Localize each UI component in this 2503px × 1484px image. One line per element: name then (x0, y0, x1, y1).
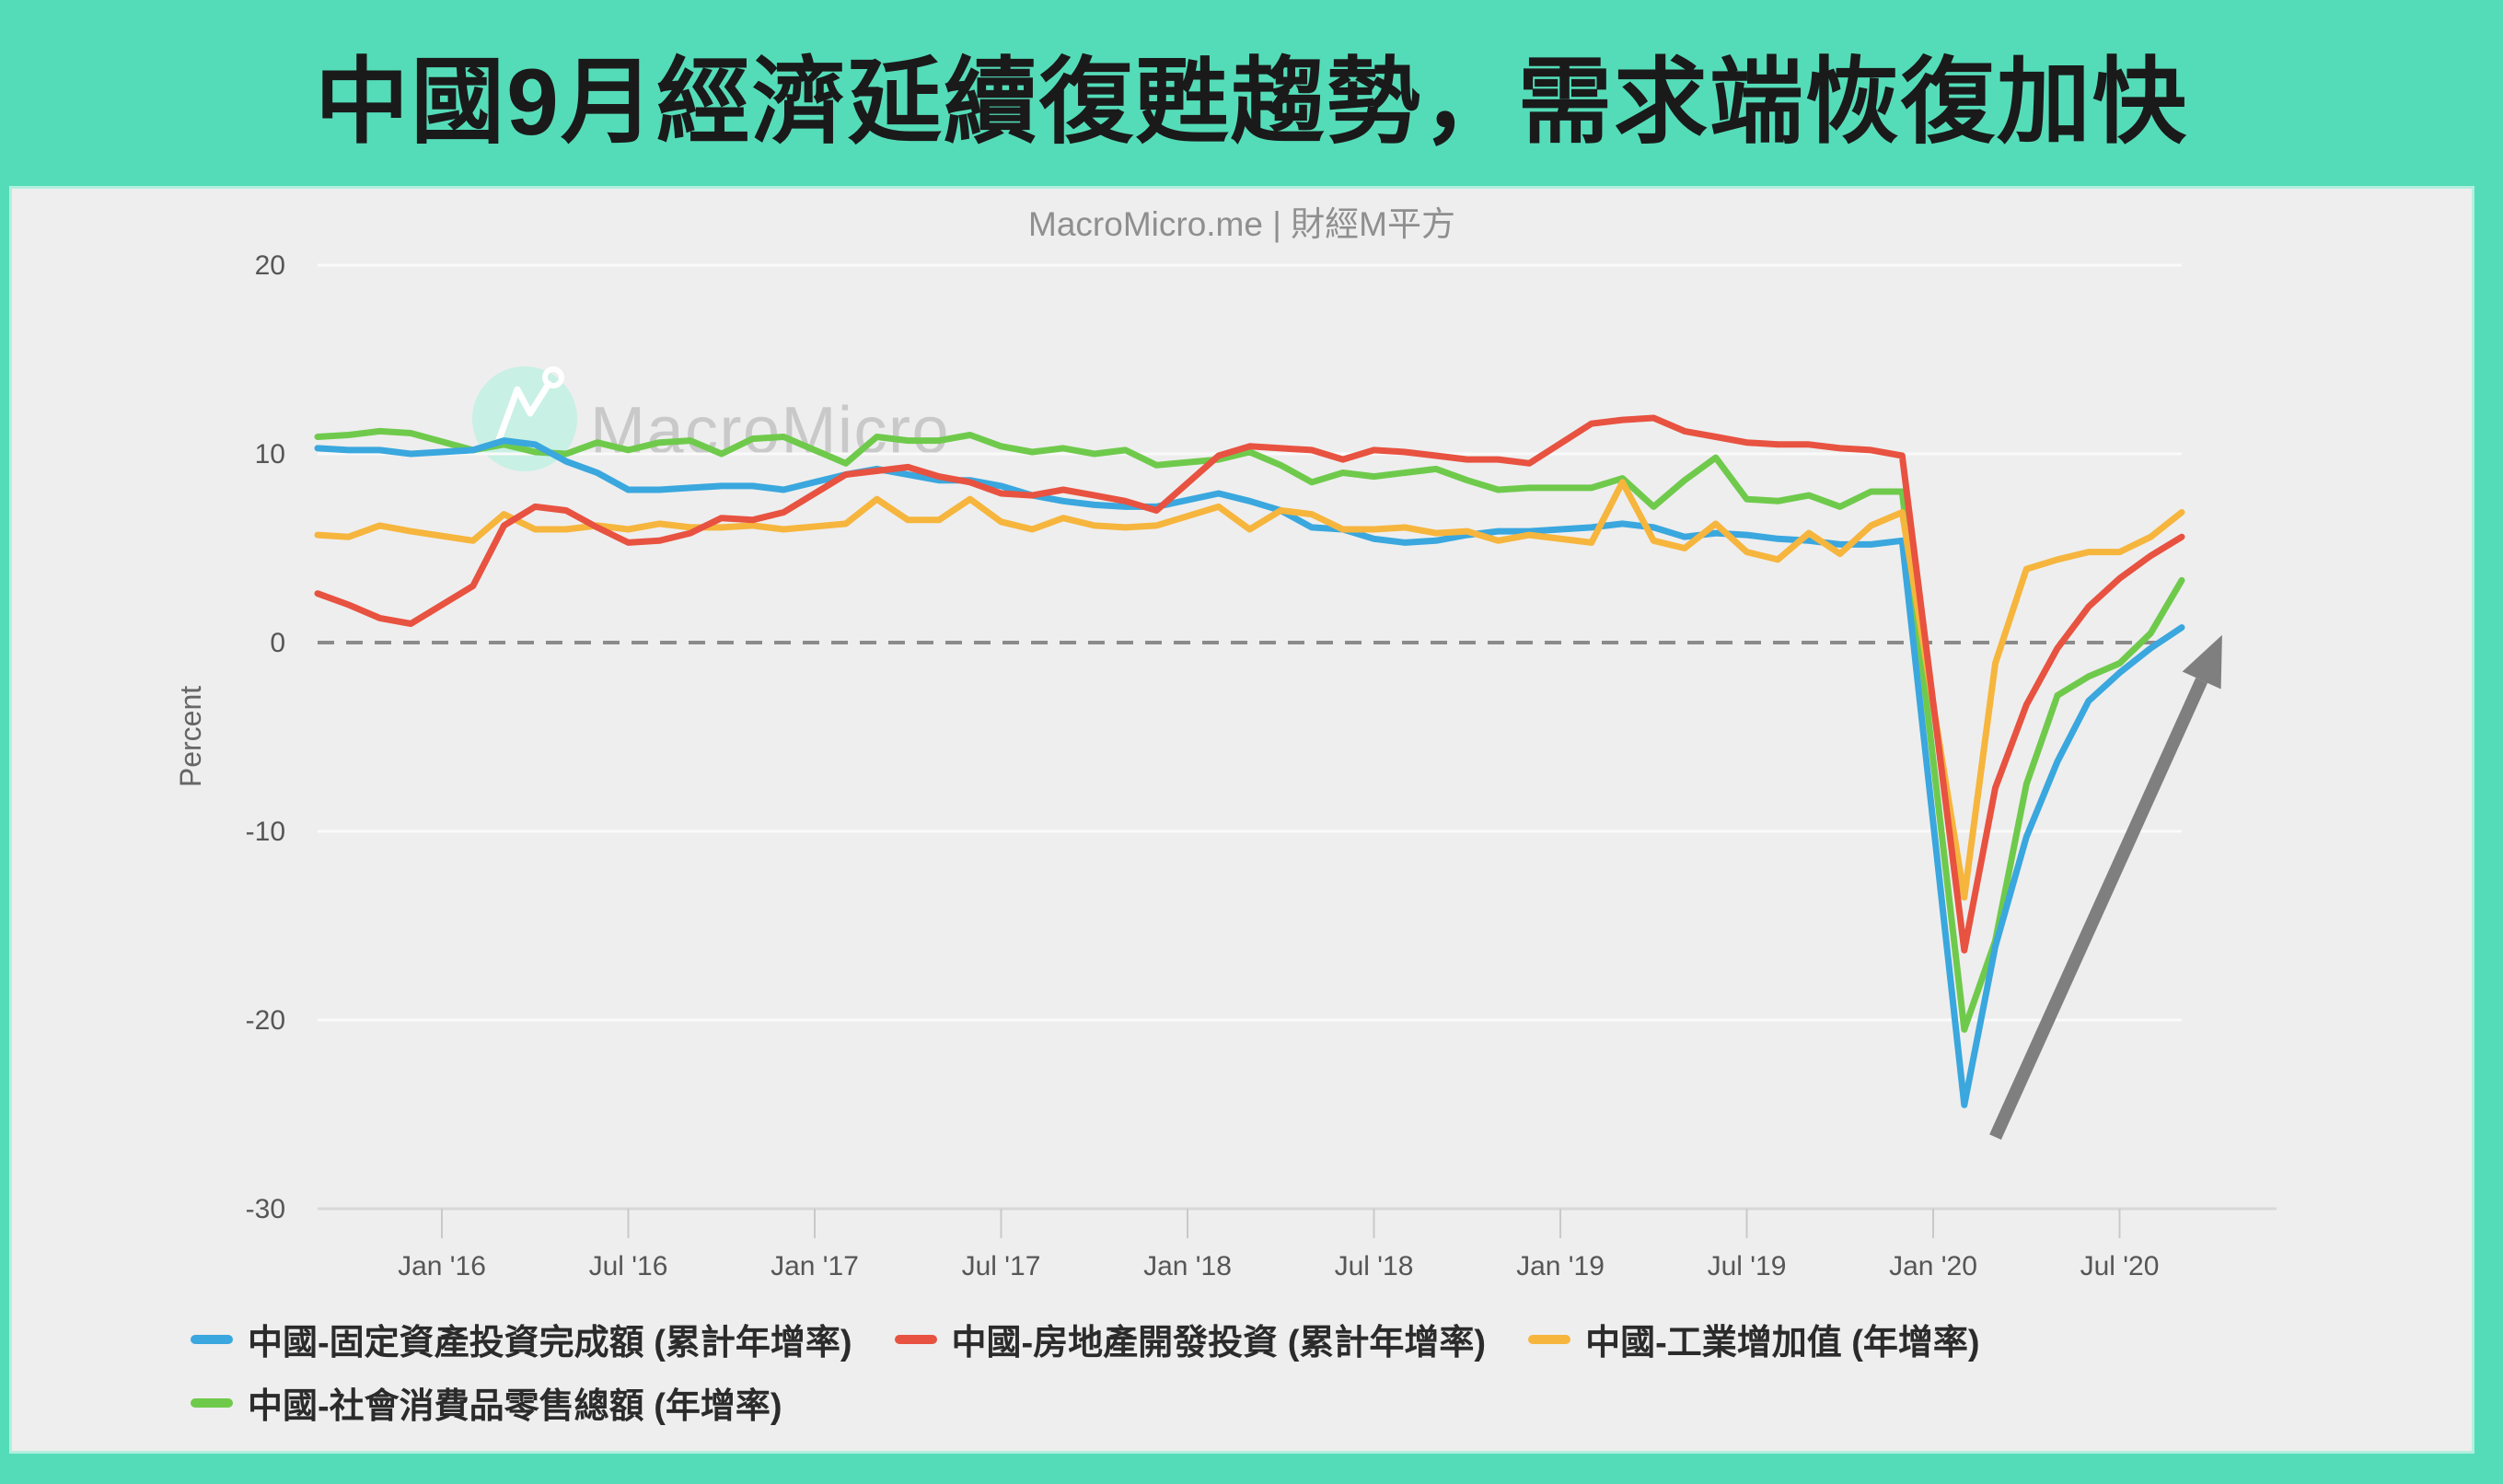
x-axis-tick-label: Jan '20 (1889, 1251, 1977, 1281)
series-line-0[interactable] (314, 437, 2185, 1108)
x-axis-tick-label: Jul '18 (1335, 1251, 1414, 1281)
x-axis-tick-label: Jul '17 (962, 1251, 1041, 1281)
watermark-text: MacroMicro (590, 394, 950, 468)
x-axis-tick-label: Jan '16 (398, 1251, 486, 1281)
y-axis-tick-label: -10 (246, 817, 285, 847)
legend-item-series-0[interactable]: 中國-固定資產投資完成額 (累計年增率) (191, 1314, 852, 1364)
chart-source-label: MacroMicro.me | 財經M平方 (1028, 205, 1455, 243)
y-axis-tick-label: 20 (255, 250, 285, 281)
trend-arrow-head (2182, 634, 2222, 690)
x-axis-tick-label: Jul '20 (2080, 1251, 2160, 1281)
y-axis-tick-label: 0 (270, 628, 285, 658)
title-band: 中國9月經濟延續復甦趨勢，需求端恢復加快 (0, 0, 2503, 189)
legend-marker-icon (894, 1334, 937, 1344)
trend-arrow-shaft (1989, 678, 2208, 1140)
chart-legend: 中國-固定資產投資完成額 (累計年增率) 中國-房地產開發投資 (累計年增率) 中國… (191, 1314, 1980, 1428)
macromicro-logo-zigzag (493, 380, 552, 448)
legend-item-series-1[interactable]: 中國-房地產開發投資 (累計年增率) (894, 1314, 1487, 1364)
x-axis-tick-label: Jul '16 (589, 1251, 668, 1281)
series-line-1[interactable] (314, 414, 2185, 954)
y-axis-tick-label: 10 (255, 439, 285, 470)
legend-label: 中國-固定資產投資完成額 (累計年增率) (248, 1324, 852, 1362)
legend-row: 中國-社會消費品零售總額 (年增率) (191, 1377, 1980, 1428)
series-line-2[interactable] (314, 479, 2185, 901)
y-axis-tick-label: -30 (246, 1194, 285, 1224)
legend-marker-icon (191, 1334, 233, 1344)
chart-panel: MacroMicro.me | 財經M平方 MacroMicro 20 10 0 -10… (12, 189, 2472, 1451)
legend-label: 中國-社會消費品零售總額 (年增率) (248, 1387, 782, 1426)
legend-item-series-3[interactable]: 中國-社會消費品零售總額 (年增率) (191, 1377, 782, 1428)
x-axis-tick-label: Jan '18 (1143, 1251, 1232, 1281)
legend-row: 中國-固定資產投資完成額 (累計年增率) 中國-房地產開發投資 (累計年增率) 中國… (191, 1314, 1980, 1364)
x-axis-tick-label: Jul '19 (1708, 1251, 1787, 1281)
series-line-3[interactable] (314, 427, 2185, 1033)
y-axis-title: Percent (174, 686, 207, 787)
x-axis-tick-label: Jan '17 (771, 1251, 859, 1281)
legend-label: 中國-工業增加值 (年增率) (1585, 1324, 1980, 1362)
x-axis-tick-label: Jan '19 (1516, 1251, 1605, 1281)
y-axis-tick-label: -20 (246, 1005, 285, 1036)
page-title: 中國9月經濟延續復甦趨勢，需求端恢復加快 (315, 50, 2188, 155)
macromicro-logo-dot (542, 366, 564, 388)
legend-marker-icon (1528, 1334, 1571, 1344)
line-chart[interactable]: MacroMicro 20 10 0 -10 -20 -30 Jan '16 Jul '16 Ja… (12, 189, 2472, 1451)
legend-marker-icon (191, 1397, 233, 1408)
legend-item-series-2[interactable]: 中國-工業增加值 (年增率) (1528, 1314, 1980, 1364)
legend-label: 中國-房地產開發投資 (累計年增率) (951, 1324, 1487, 1362)
